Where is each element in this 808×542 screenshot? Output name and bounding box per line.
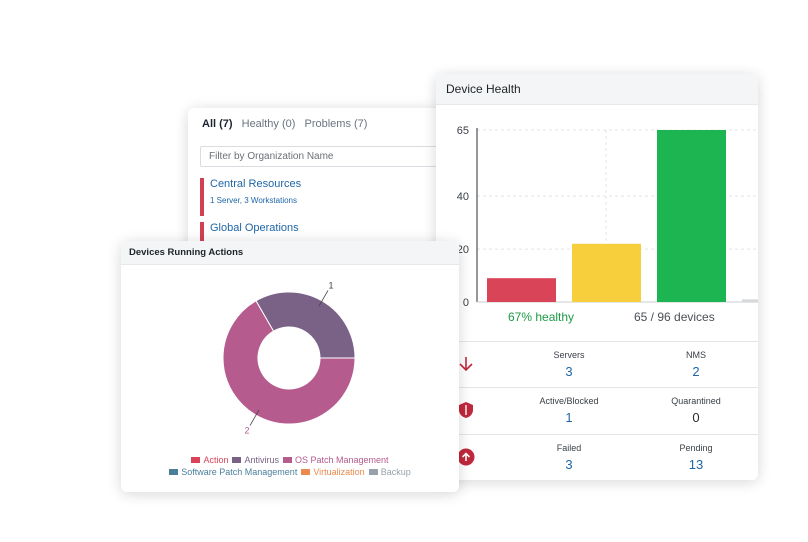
- tab-problems[interactable]: Problems (7): [304, 118, 368, 130]
- legend-swatch: [232, 457, 242, 463]
- shield-icon: [459, 402, 473, 418]
- legend-label: OS Patch Management: [294, 455, 389, 465]
- organization-tabs: All (7) Healthy (0) Problems (7): [202, 118, 373, 130]
- metric-row-blocked: Active/Blocked 1 Quarantined 0: [436, 387, 758, 434]
- y-tick-label: 65: [457, 125, 469, 137]
- legend-swatch: [169, 469, 179, 475]
- slice-value-label: 2: [244, 426, 249, 436]
- metric-active-blocked[interactable]: Active/Blocked 1: [539, 396, 599, 425]
- organization-item-global-operations[interactable]: Global Operations: [200, 222, 480, 244]
- upload-circle-icon: [457, 448, 475, 466]
- metric-row-patches: Failed 3 Pending 13: [436, 434, 758, 480]
- legend-label: Backup: [380, 467, 411, 477]
- legend-row-2: Software Patch Management Virtualization B…: [121, 467, 459, 477]
- organization-name[interactable]: Central Resources: [210, 178, 302, 190]
- legend-item-action[interactable]: Action: [191, 455, 228, 465]
- healthy-percentage: 67% healthy: [508, 310, 575, 324]
- metric-pending[interactable]: Pending 13: [679, 443, 713, 472]
- legend-row-1: Action Antivirus OS Patch Management: [121, 455, 459, 465]
- organization-device-count: 1 Server, 3 Workstations: [210, 196, 297, 205]
- legend-label: Antivirus: [244, 455, 279, 465]
- slice-antivirus[interactable]: [255, 291, 356, 359]
- organization-item-central-resources[interactable]: Central Resources 1 Server, 3 Workstatio…: [200, 178, 480, 216]
- bar-unhealthy[interactable]: [487, 278, 556, 302]
- device-health-bar-chart: 0 20 40 65: [457, 125, 758, 309]
- y-tick-label: 0: [463, 297, 469, 309]
- organization-name[interactable]: Global Operations: [210, 222, 299, 234]
- legend-item-antivirus[interactable]: Antivirus: [232, 455, 279, 465]
- legend-label: Virtualization: [313, 467, 365, 477]
- metric-servers[interactable]: Servers 3: [553, 350, 585, 379]
- legend-swatch: [191, 457, 201, 463]
- metric-failed[interactable]: Failed 3: [556, 443, 582, 472]
- bar-healthy[interactable]: [657, 130, 726, 302]
- bar-warning[interactable]: [572, 243, 641, 302]
- metric-quarantined[interactable]: Quarantined 0: [671, 396, 721, 425]
- device-health-title: Device Health: [436, 74, 758, 105]
- slice-value-label: 1: [328, 280, 333, 290]
- tab-healthy[interactable]: Healthy (0): [241, 118, 296, 130]
- legend-swatch: [368, 469, 378, 475]
- legend-item-software-patch-management[interactable]: Software Patch Management: [169, 467, 297, 477]
- devices-running-actions-title: Devices Running Actions: [121, 241, 459, 265]
- metric-nms[interactable]: NMS 2: [686, 350, 706, 379]
- legend-swatch: [282, 457, 292, 463]
- metric-row-servers: Servers 3 NMS 2: [436, 341, 758, 388]
- devices-running-actions-donut-chart: 12: [222, 280, 356, 436]
- legend-label: Software Patch Management: [181, 467, 298, 477]
- tab-all[interactable]: All (7): [202, 118, 233, 130]
- slice-leader-line: [249, 409, 260, 426]
- y-tick-label: 20: [457, 244, 469, 256]
- slice-leader-line: [318, 290, 329, 307]
- arrow-down-icon: [459, 357, 473, 372]
- device-health-panel: Device Health 0 20 40 65 67% healthy 65 / 9…: [436, 74, 758, 480]
- legend-label: Action: [203, 455, 229, 465]
- y-tick-label: 40: [457, 191, 469, 203]
- device-count: 65 / 96 devices: [634, 310, 715, 324]
- legend-swatch: [301, 469, 311, 475]
- legend-item-virtualization[interactable]: Virtualization: [301, 467, 365, 477]
- bar-other[interactable]: [742, 299, 758, 302]
- legend-item-os-patch-management[interactable]: OS Patch Management: [282, 455, 389, 465]
- legend-item-backup[interactable]: Backup: [368, 467, 411, 477]
- slice-os-patch-management[interactable]: [222, 300, 356, 425]
